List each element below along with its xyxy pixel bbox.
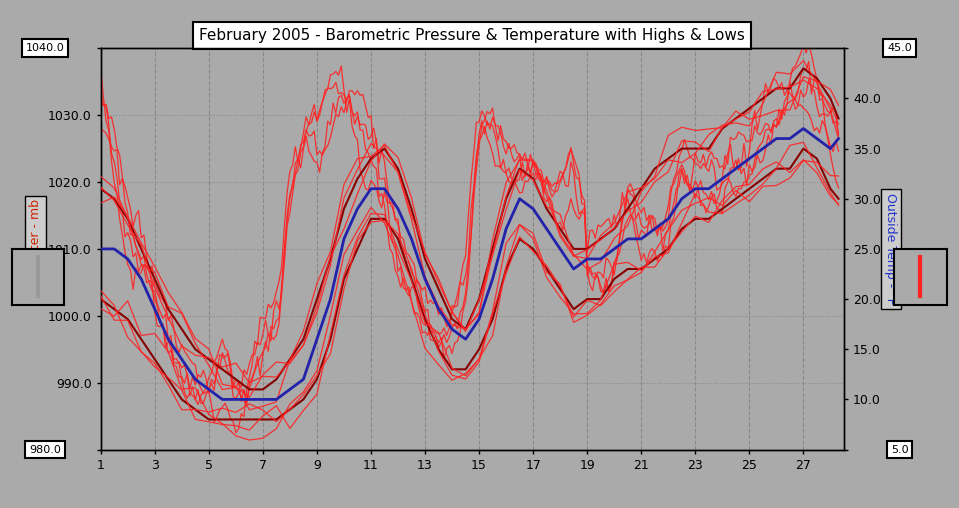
Y-axis label: Barometer - mb: Barometer - mb (29, 200, 42, 298)
Title: February 2005 - Barometric Pressure & Temperature with Highs & Lows: February 2005 - Barometric Pressure & Te… (199, 28, 745, 43)
Text: 5.0: 5.0 (891, 444, 908, 455)
Text: 1040.0: 1040.0 (26, 43, 64, 53)
Text: 45.0: 45.0 (887, 43, 912, 53)
Y-axis label: Outside Temp - °F: Outside Temp - °F (884, 193, 898, 305)
Text: 980.0: 980.0 (29, 444, 60, 455)
